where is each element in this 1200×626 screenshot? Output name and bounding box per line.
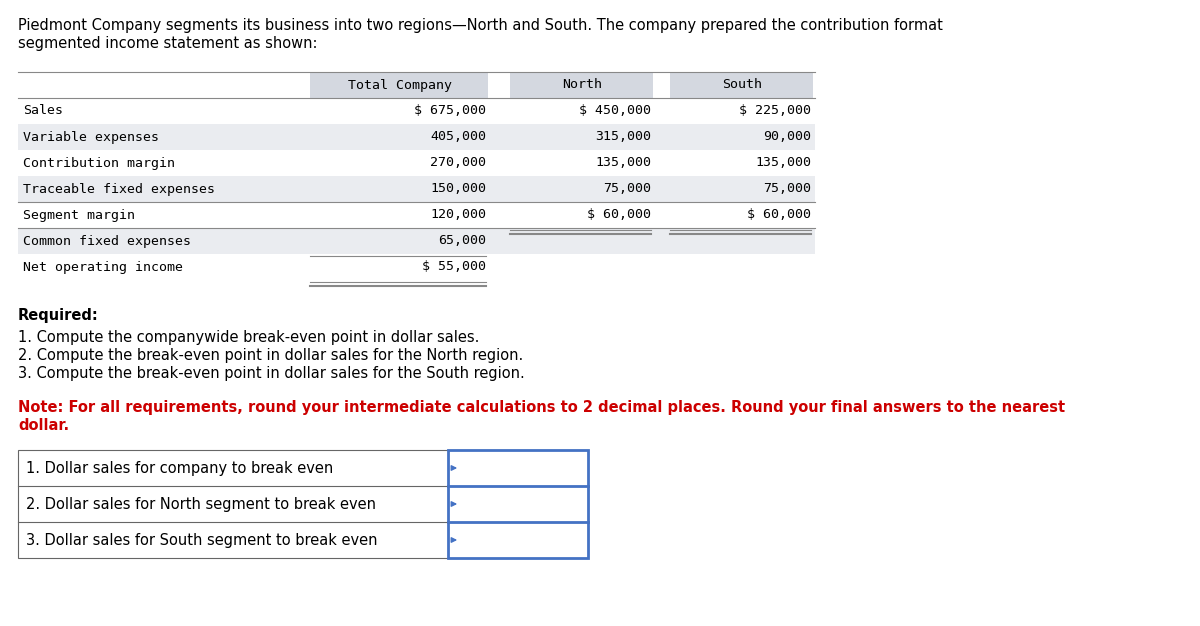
Text: Sales: Sales (23, 105, 64, 118)
Bar (670, 72, 814, 98)
Text: Segment margin: Segment margin (23, 208, 134, 222)
Text: 3. Dollar sales for South segment to break even: 3. Dollar sales for South segment to bre… (26, 533, 378, 548)
Text: 150,000: 150,000 (430, 183, 486, 195)
Text: Net operating income: Net operating income (23, 260, 182, 274)
Text: Required:: Required: (18, 308, 98, 323)
Bar (510, 72, 653, 98)
Text: Piedmont Company segments its business into two regions—North and South. The com: Piedmont Company segments its business i… (18, 18, 943, 33)
Bar (18, 98, 815, 124)
Text: Note: For all requirements, round your intermediate calculations to 2 decimal pl: Note: For all requirements, round your i… (18, 400, 1066, 415)
Text: $ 60,000: $ 60,000 (587, 208, 650, 222)
Text: Contribution margin: Contribution margin (23, 156, 175, 170)
Text: $ 55,000: $ 55,000 (422, 260, 486, 274)
Bar (310, 72, 488, 98)
Text: 2. Dollar sales for North segment to break even: 2. Dollar sales for North segment to bre… (26, 496, 376, 511)
Text: Common fixed expenses: Common fixed expenses (23, 235, 191, 247)
Text: 1. Compute the companywide break-even point in dollar sales.: 1. Compute the companywide break-even po… (18, 330, 479, 345)
Bar (18, 254, 815, 280)
Text: Total Company: Total Company (348, 78, 452, 91)
Bar (18, 176, 815, 202)
Bar (18, 124, 815, 150)
Text: $ 225,000: $ 225,000 (739, 105, 811, 118)
Text: 2. Compute the break-even point in dollar sales for the North region.: 2. Compute the break-even point in dolla… (18, 348, 523, 363)
Text: 405,000: 405,000 (430, 130, 486, 143)
Text: 270,000: 270,000 (430, 156, 486, 170)
Bar (18, 202, 815, 228)
Text: $ 675,000: $ 675,000 (414, 105, 486, 118)
Text: 75,000: 75,000 (604, 183, 650, 195)
Text: 135,000: 135,000 (595, 156, 650, 170)
Text: Variable expenses: Variable expenses (23, 130, 158, 143)
Text: 3. Compute the break-even point in dollar sales for the South region.: 3. Compute the break-even point in dolla… (18, 366, 524, 381)
Text: segmented income statement as shown:: segmented income statement as shown: (18, 36, 318, 51)
Bar (448, 450, 588, 558)
Bar (18, 228, 815, 254)
Text: 1. Dollar sales for company to break even: 1. Dollar sales for company to break eve… (26, 461, 334, 476)
Text: 135,000: 135,000 (755, 156, 811, 170)
Text: 90,000: 90,000 (763, 130, 811, 143)
Text: dollar.: dollar. (18, 418, 70, 433)
Text: 315,000: 315,000 (595, 130, 650, 143)
Text: North: North (563, 78, 602, 91)
Text: 120,000: 120,000 (430, 208, 486, 222)
Bar (18, 450, 588, 558)
Bar (18, 150, 815, 176)
Text: $ 450,000: $ 450,000 (580, 105, 650, 118)
Text: Traceable fixed expenses: Traceable fixed expenses (23, 183, 215, 195)
Text: South: South (722, 78, 762, 91)
Text: $ 60,000: $ 60,000 (746, 208, 811, 222)
Text: 65,000: 65,000 (438, 235, 486, 247)
Text: 75,000: 75,000 (763, 183, 811, 195)
